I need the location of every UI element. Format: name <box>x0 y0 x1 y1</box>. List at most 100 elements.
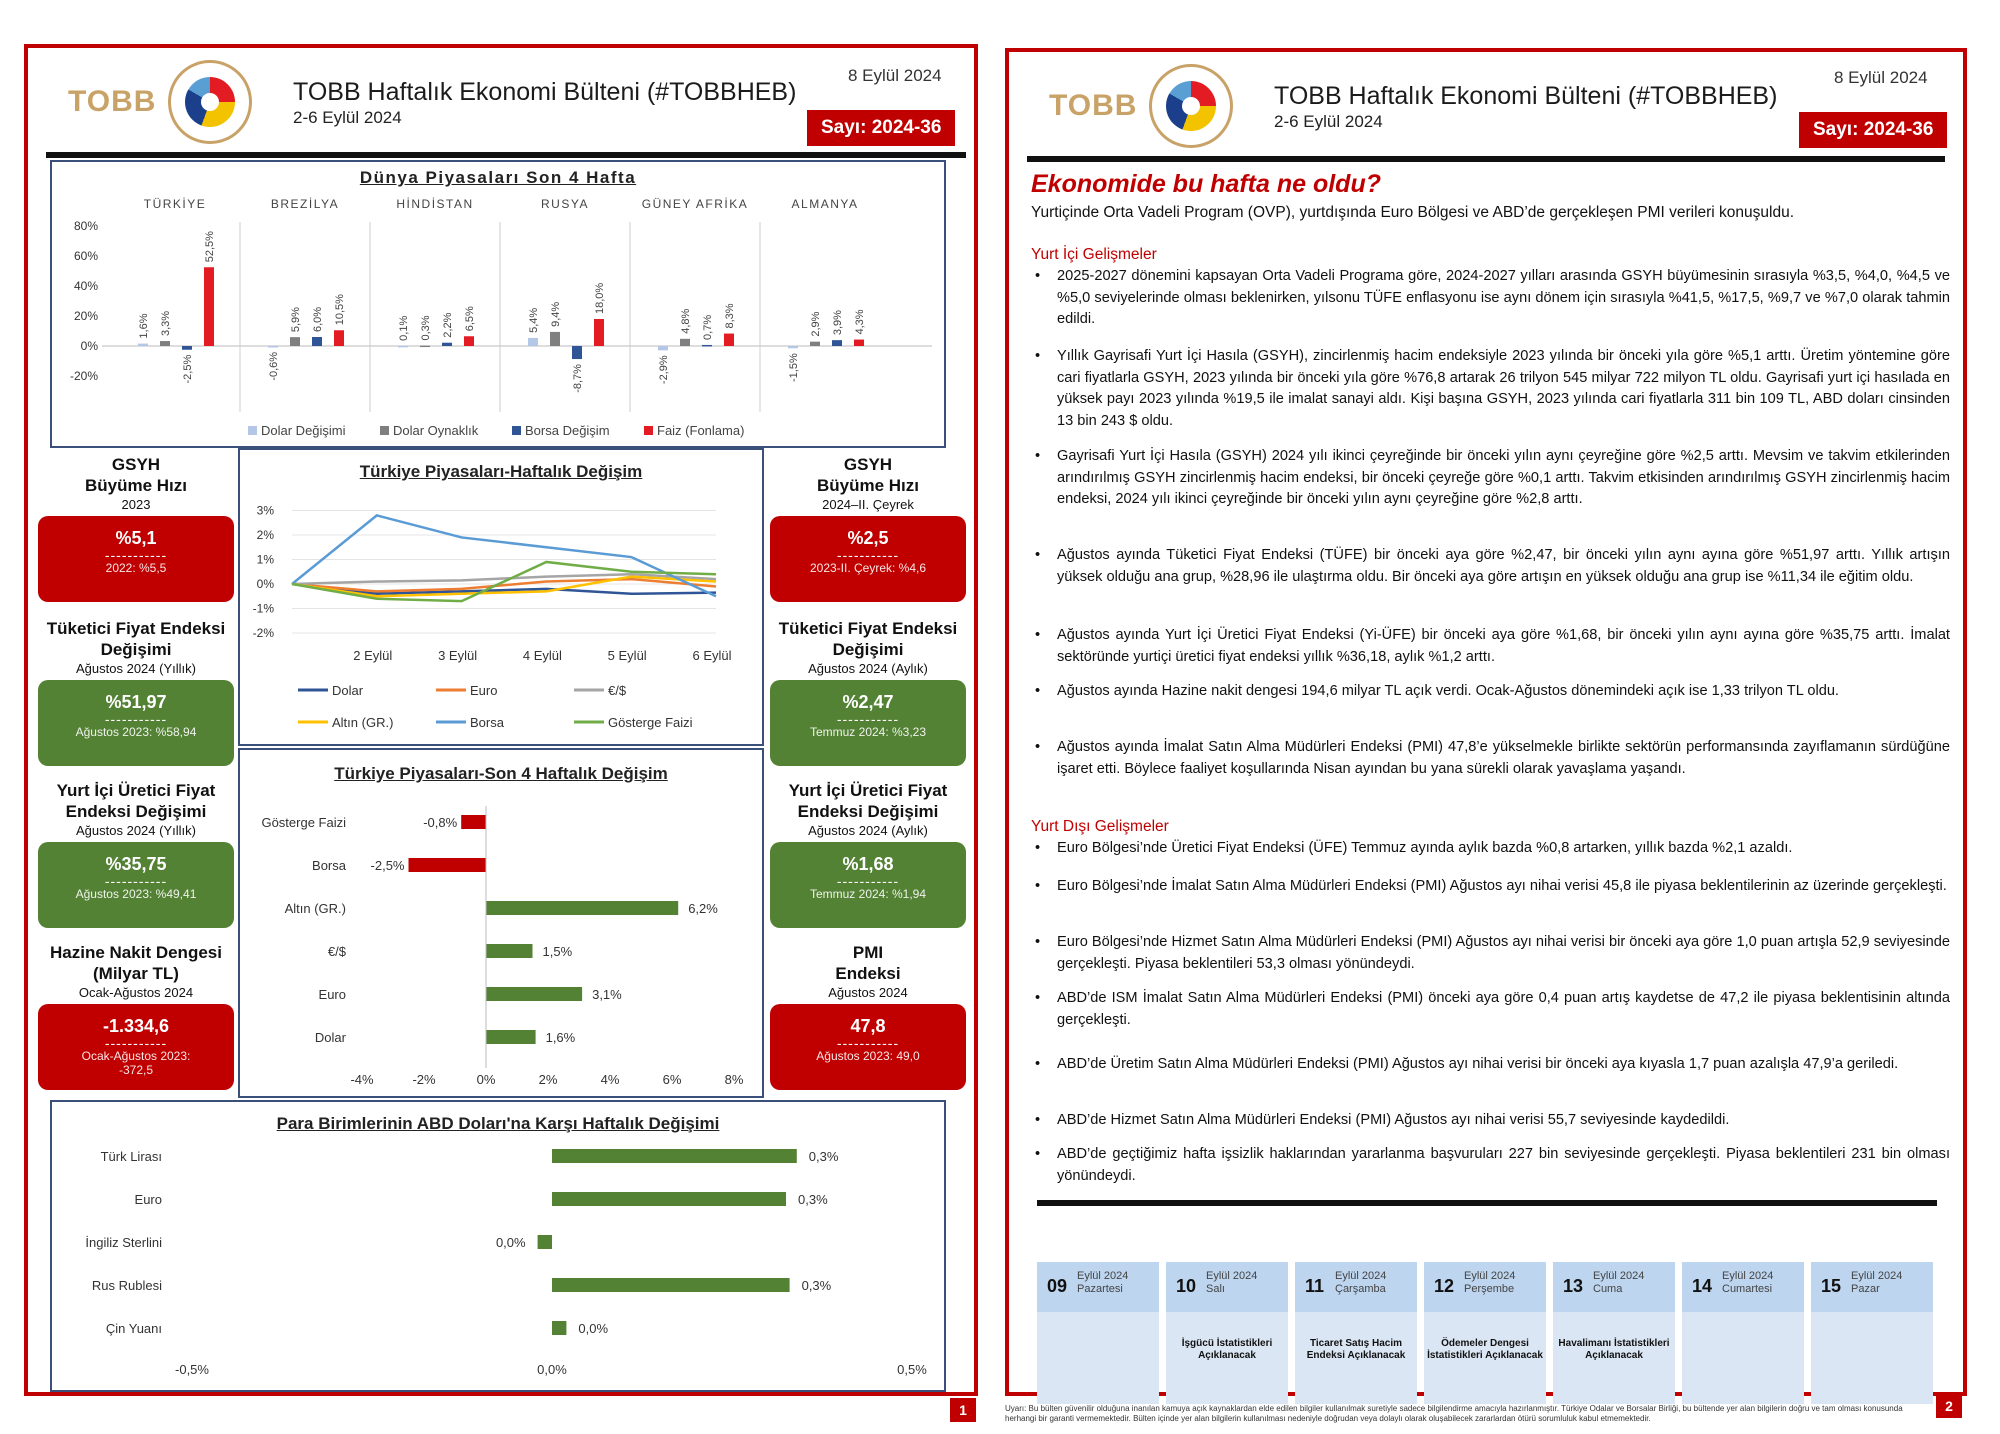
calendar-month-text: Eylül 2024 <box>1206 1270 1258 1282</box>
bar-data-label: 0,0% <box>496 1235 526 1250</box>
bar-hi̇ndi̇stan <box>398 345 408 348</box>
line-Gösterge Faizi <box>291 560 717 603</box>
y-tick-label: 0% <box>81 339 99 353</box>
stat-box: %35,75 ----------- Ağustos 2023: %49,41 <box>38 842 234 928</box>
stat-box: %2,5 ----------- 2023-II. Çeyrek: %4,6 <box>770 516 966 602</box>
y-tick-label: 1% <box>257 553 275 567</box>
calendar-day-number: 10 <box>1176 1276 1197 1296</box>
y-tick-label: 40% <box>74 279 98 293</box>
calendar-weekday: Pazar <box>1851 1283 1880 1295</box>
stat-dashes: ----------- <box>104 547 168 563</box>
disclaimer: Uyarı: Bu bülten güvenilir olduğuna inan… <box>1005 1404 1903 1423</box>
world-markets-title: Dünya Piyasaları Son 4 Hafta <box>359 168 637 187</box>
issue-badge: Sayı: 2024-36 <box>807 110 956 146</box>
category-label: Türk Lirası <box>101 1149 162 1164</box>
calendar-day: 15 Eylül 2024 Pazar <box>1811 1262 1933 1404</box>
four-week-panel: Türkiye Piyasaları-Son 4 Haftalık Değişi… <box>238 748 764 1098</box>
stat-box: %1,68 ----------- Temmuz 2024: %1,94 <box>770 842 966 928</box>
bar-data-label: 18,0% <box>594 283 606 314</box>
bar-data-label: -8,7% <box>572 364 584 393</box>
stat-title: Yurt İçi Üretici Fiyat Endeksi Değişimi <box>770 780 966 822</box>
stat-box: %5,1 ----------- 2022: %5,5 <box>38 516 234 602</box>
x-tick-label: 6 Eylül <box>692 648 731 663</box>
x-tick-label: 8% <box>725 1072 744 1087</box>
page-number-2: 2 <box>1936 1394 1962 1418</box>
y-tick-label: 20% <box>74 309 98 323</box>
bullet-item: Euro Bölgesi’nde Üretici Fiyat Endeksi (… <box>1035 838 1950 860</box>
x-tick-label: 0,0% <box>537 1362 567 1377</box>
bar-hi̇ndi̇stan <box>420 345 430 348</box>
bullet-item: Gayrisafi Yurt İçi Hasıla (GSYH) 2024 yı… <box>1035 446 1950 511</box>
calendar-event: Ödemeler Dengesi İstatistikleri Açıklana… <box>1427 1338 1543 1361</box>
stat-dashes: ----------- <box>104 1035 168 1051</box>
y-tick-label: 2% <box>257 528 275 542</box>
stat-title-line2: Değişimi <box>832 640 904 659</box>
country-label: GÜNEY AFRİKA <box>642 197 748 211</box>
stat-title-line1: Yurt İçi Üretici Fiyat <box>56 781 216 800</box>
calendar-month-text: Eylül 2024 <box>1851 1270 1903 1282</box>
stat-previous: Ağustos 2023: 49,0 <box>816 1049 920 1063</box>
bar-güney afri̇ka <box>702 344 712 347</box>
bar-data-label: 6,5% <box>464 306 476 331</box>
stat-title-line2: Endeksi Değişimi <box>65 802 207 821</box>
calendar-month: Eylül 2024 Salı <box>1206 1270 1257 1296</box>
country-label: HİNDİSTAN <box>396 197 473 211</box>
legend-swatch <box>512 426 521 435</box>
bar-güney afri̇ka <box>658 346 668 351</box>
bar-data-label: 0,3% <box>802 1278 832 1293</box>
calendar-month: Eylül 2024 Pazartesi <box>1077 1270 1128 1296</box>
stat-title: GSYH Büyüme Hızı <box>770 454 966 496</box>
stat-period: Ağustos 2024 <box>828 985 908 1000</box>
bar-türki̇ye <box>160 341 170 346</box>
page-1: TOBB TOBB Haftalık Ekonomi Bülteni (#TOB… <box>24 44 978 1396</box>
bullet-item: Euro Bölgesi’nde Hizmet Satın Alma Müdür… <box>1035 932 1950 975</box>
currency-bar <box>552 1321 567 1335</box>
calendar-event: Havalimanı İstatistikleri Açıklanacak <box>1558 1338 1670 1361</box>
four-week-bar <box>486 1030 536 1044</box>
currency-chart: Türk Lirası 0,3% Euro 0,3% İngiliz Sterlini 0… <box>85 1149 927 1377</box>
x-tick-label: -4% <box>350 1072 374 1087</box>
x-tick-label: -2% <box>412 1072 436 1087</box>
stat-dashes: ----------- <box>836 711 900 727</box>
tobb-seal-icon <box>168 60 253 144</box>
bar-data-label: 3,9% <box>832 310 844 335</box>
bar-data-label: 3,1% <box>592 987 622 1002</box>
bar-data-label: 6,0% <box>312 307 324 332</box>
calendar-day: 14 Eylül 2024 Cumartesi <box>1682 1262 1804 1404</box>
stat-period: Ağustos 2024 (Yıllık) <box>76 661 196 676</box>
calendar-day: 11 Eylül 2024 Çarşamba Ticaret Satış Haci… <box>1295 1262 1417 1404</box>
currency-panel: Para Birimlerinin ABD Doları'na Karşı Ha… <box>50 1100 946 1392</box>
bar-güney afri̇ka <box>724 333 734 346</box>
bar-rusya <box>594 319 604 346</box>
category-label: Altın (GR.) <box>285 901 346 916</box>
calendar-event: Ticaret Satış Hacim Endeksi Açıklanacak <box>1306 1338 1406 1361</box>
bar-data-label: 1,5% <box>543 944 573 959</box>
bar-hi̇ndi̇stan <box>464 336 474 346</box>
stat-title-line1: PMI <box>852 943 884 962</box>
bar-data-label: 4,8% <box>680 309 692 334</box>
tobb-logo-2: TOBB <box>1049 64 1234 148</box>
legend-label: €/$ <box>608 683 627 698</box>
calendar-month: Eylül 2024 Perşembe <box>1464 1270 1515 1296</box>
x-tick-label: 0% <box>477 1072 496 1087</box>
stat-previous: 2023-II. Çeyrek: %4,6 <box>809 561 927 575</box>
category-label: Dolar <box>315 1030 347 1045</box>
category-label: Rus Rublesi <box>92 1278 162 1293</box>
currency-bar <box>552 1278 790 1292</box>
bar-data-label: -2,5% <box>371 858 405 873</box>
legend-label: Borsa Değişim <box>525 423 610 438</box>
bullet-item: Ağustos ayında Yurt İçi Üretici Fiyat En… <box>1035 625 1950 668</box>
stat-previous: 2022: %5,5 <box>105 561 167 575</box>
x-tick-label: 5 Eylül <box>608 648 647 663</box>
bulletin-week-2: 2-6 Eylül 2024 <box>1274 112 1383 131</box>
bar-data-label: 0,3% <box>420 315 432 340</box>
stat-period: 2023 <box>121 497 151 512</box>
four-week-bar <box>486 987 583 1001</box>
stat-previous: Temmuz 2024: %3,23 <box>809 725 927 739</box>
category-label: €/$ <box>328 944 347 959</box>
bar-brezi̇lya <box>334 330 344 346</box>
legend-label: Altın (GR.) <box>332 715 393 730</box>
y-tick-label: 80% <box>74 219 98 233</box>
calendar-month-text: Eylül 2024 <box>1464 1270 1516 1282</box>
stat-title-line1: Tüketici Fiyat Endeksi <box>46 619 226 638</box>
